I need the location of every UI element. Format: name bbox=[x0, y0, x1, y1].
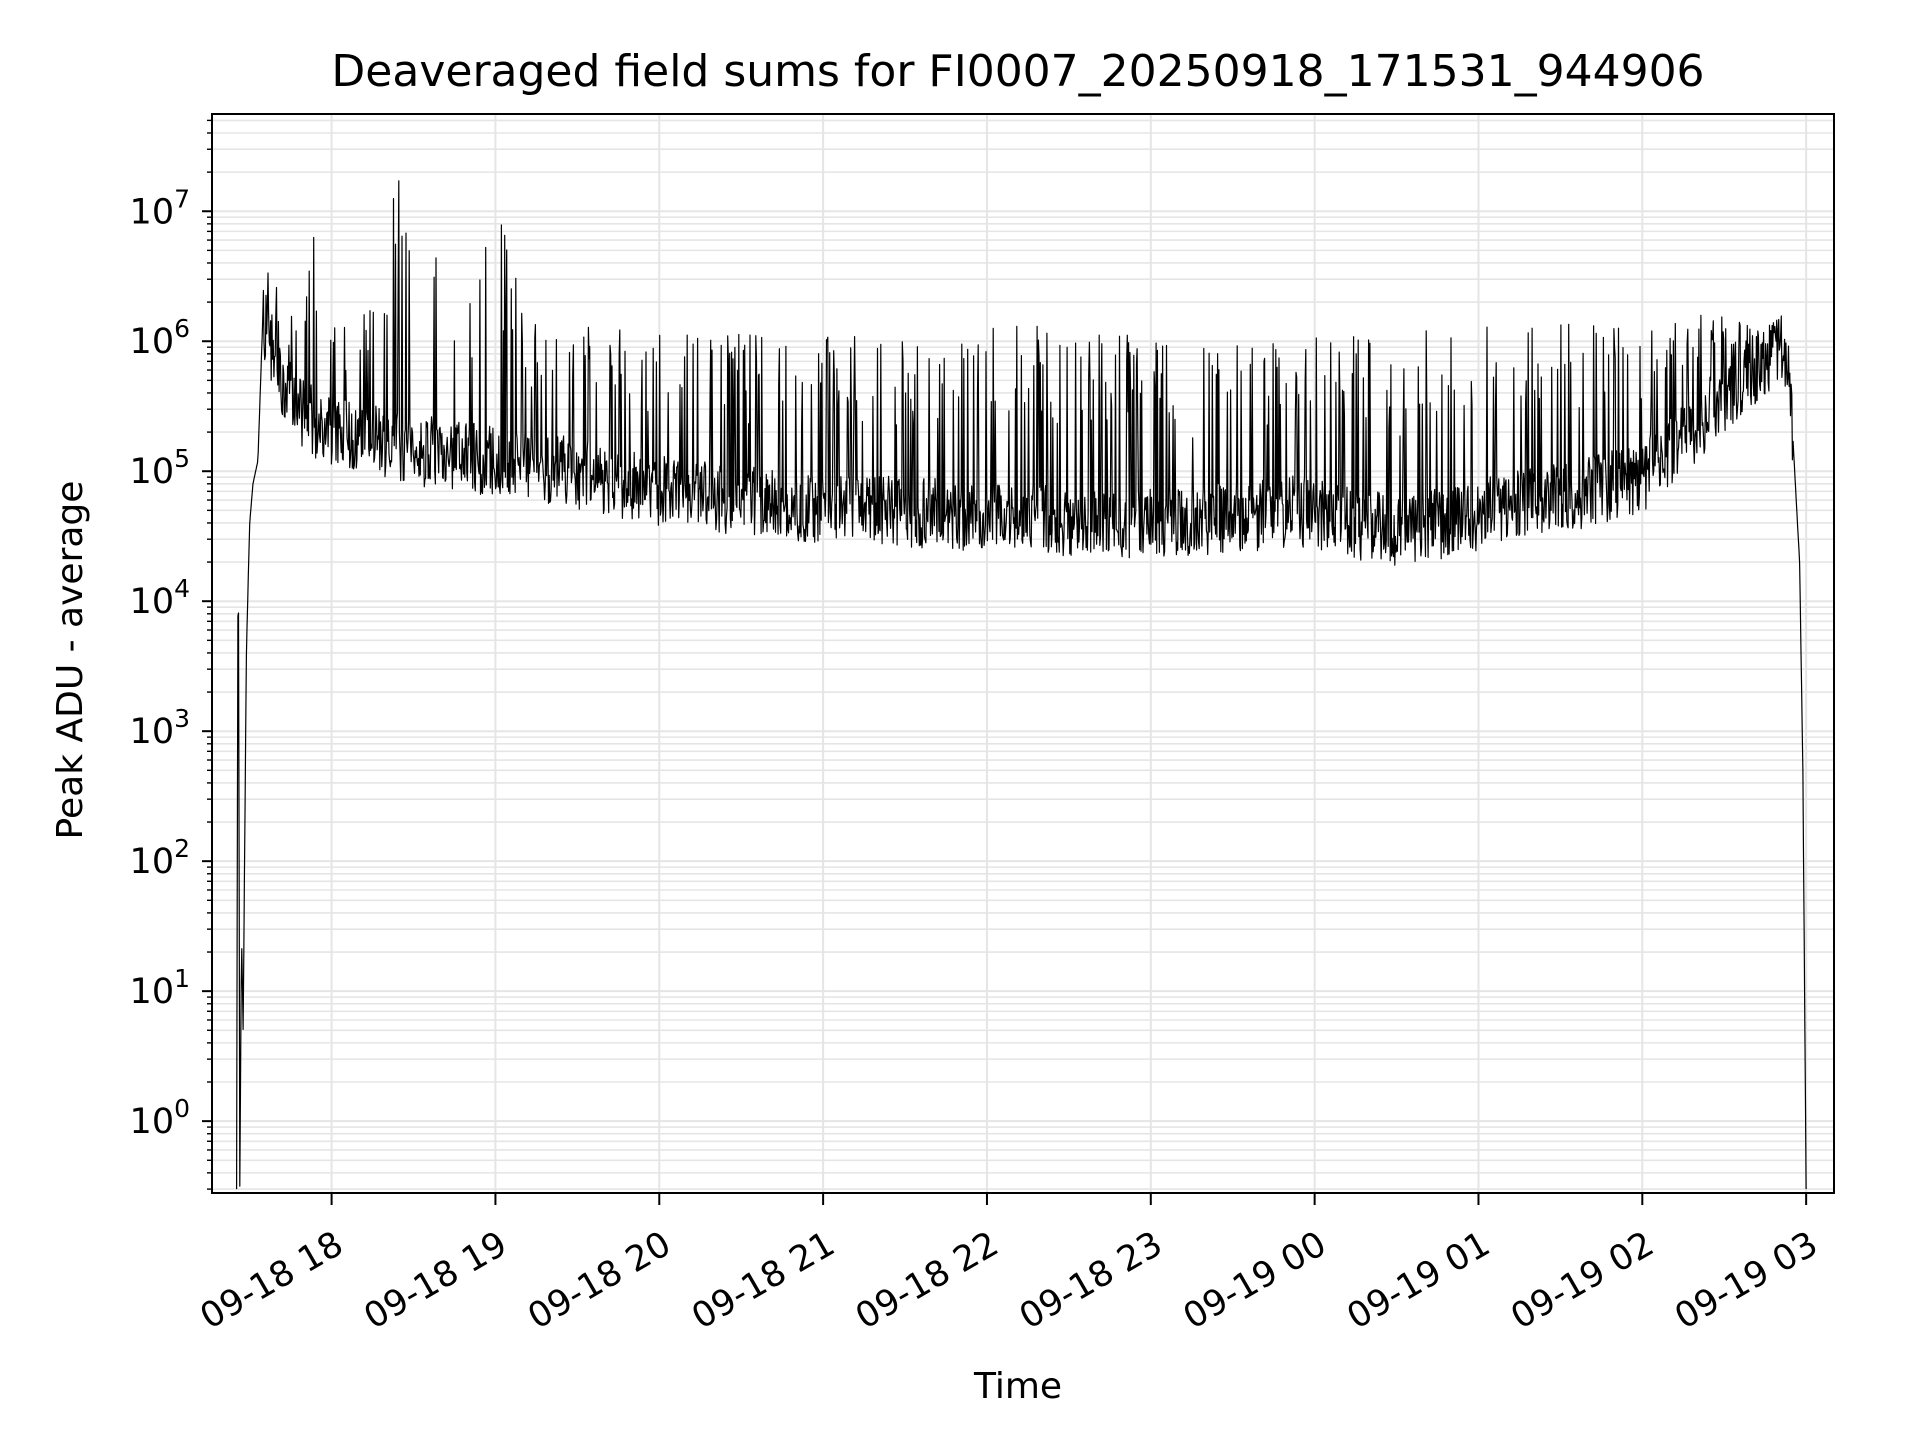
y-tick-label: 107 bbox=[130, 184, 190, 232]
grid-layer bbox=[212, 114, 1834, 1193]
series-layer bbox=[236, 180, 1807, 1190]
y-tick-label: 106 bbox=[130, 314, 190, 362]
chart-title: Deaveraged field sums for FI0007_2025091… bbox=[331, 46, 1704, 97]
x-axis-title: Time bbox=[973, 1366, 1062, 1407]
y-tick-label: 105 bbox=[130, 444, 190, 492]
y-tick-label: 104 bbox=[130, 574, 190, 622]
y-tick-label: 103 bbox=[130, 704, 190, 752]
y-axis-title: Peak ADU - average bbox=[50, 481, 91, 840]
series-line-field-sums bbox=[236, 180, 1807, 1190]
y-tick-label: 101 bbox=[130, 964, 190, 1012]
y-tick-label: 100 bbox=[130, 1094, 190, 1142]
y-tick-label: 102 bbox=[130, 834, 190, 882]
